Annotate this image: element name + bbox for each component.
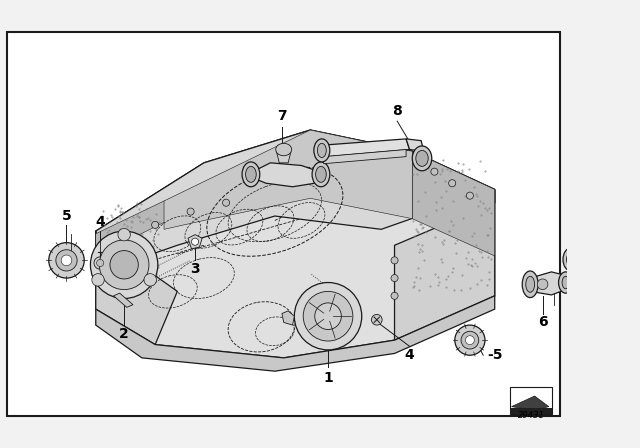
Ellipse shape: [391, 275, 398, 282]
Ellipse shape: [56, 250, 77, 271]
Text: 4: 4: [404, 348, 415, 362]
Ellipse shape: [622, 219, 640, 233]
Ellipse shape: [191, 238, 198, 245]
Ellipse shape: [461, 331, 479, 349]
Ellipse shape: [94, 257, 106, 269]
Polygon shape: [406, 139, 424, 151]
Ellipse shape: [562, 276, 569, 289]
Ellipse shape: [315, 303, 341, 330]
Ellipse shape: [566, 252, 575, 267]
Ellipse shape: [391, 292, 398, 299]
Polygon shape: [96, 201, 204, 256]
Ellipse shape: [187, 208, 194, 215]
Polygon shape: [96, 296, 495, 371]
Polygon shape: [282, 311, 294, 325]
Text: 7: 7: [277, 109, 287, 123]
Ellipse shape: [538, 279, 548, 289]
Polygon shape: [572, 256, 619, 270]
Polygon shape: [96, 130, 495, 274]
Ellipse shape: [391, 257, 398, 264]
Polygon shape: [530, 272, 566, 295]
Ellipse shape: [314, 139, 330, 162]
Polygon shape: [188, 235, 202, 249]
Ellipse shape: [317, 143, 326, 158]
Polygon shape: [113, 293, 133, 307]
Polygon shape: [572, 245, 619, 261]
Ellipse shape: [90, 231, 158, 298]
Text: 1: 1: [323, 371, 333, 385]
Ellipse shape: [246, 166, 256, 182]
Ellipse shape: [525, 276, 534, 292]
Ellipse shape: [413, 159, 420, 166]
Ellipse shape: [522, 271, 538, 297]
Text: 8: 8: [392, 103, 402, 117]
Polygon shape: [253, 163, 319, 187]
Ellipse shape: [116, 242, 124, 249]
Polygon shape: [394, 190, 495, 340]
Ellipse shape: [294, 283, 362, 350]
Polygon shape: [324, 139, 410, 157]
Text: 6: 6: [538, 315, 547, 329]
Ellipse shape: [416, 151, 428, 166]
Ellipse shape: [242, 162, 260, 187]
Text: 4: 4: [95, 215, 105, 229]
Ellipse shape: [303, 291, 353, 341]
Ellipse shape: [312, 162, 330, 187]
Polygon shape: [324, 150, 406, 164]
Ellipse shape: [152, 221, 159, 228]
Ellipse shape: [563, 248, 579, 271]
Polygon shape: [511, 396, 549, 410]
Polygon shape: [96, 231, 177, 345]
Ellipse shape: [49, 243, 84, 278]
Ellipse shape: [223, 199, 230, 206]
Ellipse shape: [61, 255, 72, 266]
Ellipse shape: [431, 168, 438, 175]
Text: 29431: 29431: [518, 411, 545, 420]
Ellipse shape: [449, 180, 456, 187]
Ellipse shape: [118, 228, 131, 241]
Text: -5: -5: [487, 348, 502, 362]
Ellipse shape: [144, 274, 156, 286]
Ellipse shape: [92, 274, 104, 286]
Ellipse shape: [316, 166, 326, 182]
Ellipse shape: [467, 192, 474, 199]
Bar: [510, 387, 552, 414]
Ellipse shape: [276, 143, 292, 156]
Ellipse shape: [371, 314, 382, 325]
Ellipse shape: [99, 240, 149, 289]
Polygon shape: [164, 130, 412, 229]
Ellipse shape: [465, 336, 474, 345]
Ellipse shape: [455, 325, 485, 355]
Text: 5: 5: [61, 209, 72, 223]
Polygon shape: [276, 152, 291, 163]
Ellipse shape: [412, 146, 432, 171]
Polygon shape: [412, 151, 495, 256]
Polygon shape: [96, 130, 495, 358]
Ellipse shape: [559, 272, 573, 293]
Text: 2: 2: [119, 327, 129, 341]
Bar: [510, 409, 552, 414]
Ellipse shape: [97, 259, 104, 267]
Ellipse shape: [110, 250, 138, 279]
Polygon shape: [614, 228, 637, 245]
Text: 3: 3: [190, 262, 200, 276]
